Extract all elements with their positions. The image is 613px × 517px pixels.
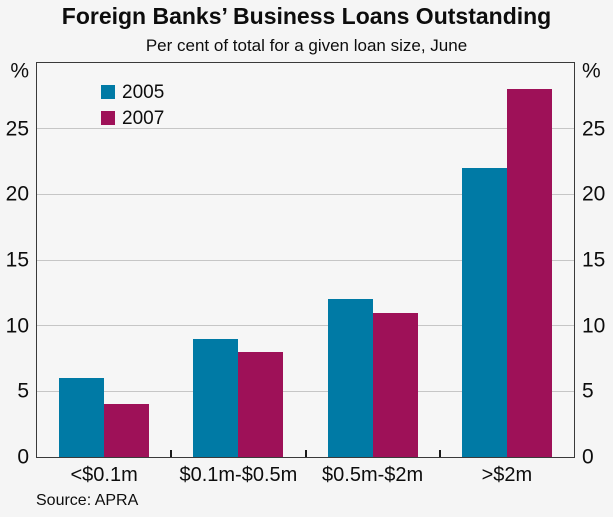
percent-symbol-left: % xyxy=(10,59,29,83)
legend-label-2007: 2007 xyxy=(122,107,165,129)
x-axis-tick xyxy=(304,450,307,457)
y-axis-label-left-5: 5 xyxy=(17,379,29,403)
bar-2005-group2 xyxy=(193,338,239,457)
legend-swatch-2007 xyxy=(101,111,115,125)
chart-subtitle: Per cent of total for a given loan size,… xyxy=(145,36,468,55)
bar-2007-group3 xyxy=(372,312,418,457)
x-axis-label-group2: $0.1m-$0.5m xyxy=(179,464,298,486)
bar-2005-group4 xyxy=(461,168,507,457)
source-note: Source: APRA xyxy=(36,492,139,509)
y-axis-label-right-5: 5 xyxy=(582,379,594,403)
bar-2007-group4 xyxy=(506,89,552,457)
x-axis-tick xyxy=(170,450,173,457)
y-axis-label-right-15: 15 xyxy=(582,248,606,272)
gridline-10 xyxy=(37,325,574,327)
y-axis-label-left-10: 10 xyxy=(5,314,29,338)
x-axis-tick xyxy=(438,450,441,457)
gridline-25 xyxy=(37,128,574,130)
legend-item-2007: 2007 xyxy=(101,105,164,131)
bar-2007-group2 xyxy=(238,351,284,457)
y-axis-label-right-10: 10 xyxy=(582,314,606,338)
y-axis-label-left-15: 15 xyxy=(5,248,29,272)
y-axis-label-right-20: 20 xyxy=(582,182,606,206)
legend-swatch-2005 xyxy=(101,85,115,99)
x-axis-label-group3: $0.5m-$2m xyxy=(322,464,424,486)
y-axis-label-right-25: 25 xyxy=(582,117,606,141)
x-axis-label-group4: >$2m xyxy=(481,464,533,486)
plot-area: 2005 2007 xyxy=(36,62,575,458)
y-axis-label-left-20: 20 xyxy=(5,182,29,206)
legend-label-2005: 2005 xyxy=(122,81,165,103)
y-axis-label-left-0: 0 xyxy=(17,445,29,469)
y-axis-label-left-25: 25 xyxy=(5,117,29,141)
gridline-15 xyxy=(37,259,574,261)
legend: 2005 2007 xyxy=(101,79,164,131)
bar-2005-group1 xyxy=(59,378,105,457)
bar-2005-group3 xyxy=(327,299,373,457)
chart-title: Foreign Banks’ Business Loans Outstandin… xyxy=(61,3,552,29)
y-axis-label-right-0: 0 xyxy=(582,445,594,469)
percent-symbol-right: % xyxy=(582,59,601,83)
gridline-20 xyxy=(37,193,574,195)
legend-item-2005: 2005 xyxy=(101,79,164,105)
bar-2007-group1 xyxy=(104,404,150,457)
gridline-5 xyxy=(37,390,574,392)
x-axis-label-group1: <$0.1m xyxy=(70,464,138,486)
